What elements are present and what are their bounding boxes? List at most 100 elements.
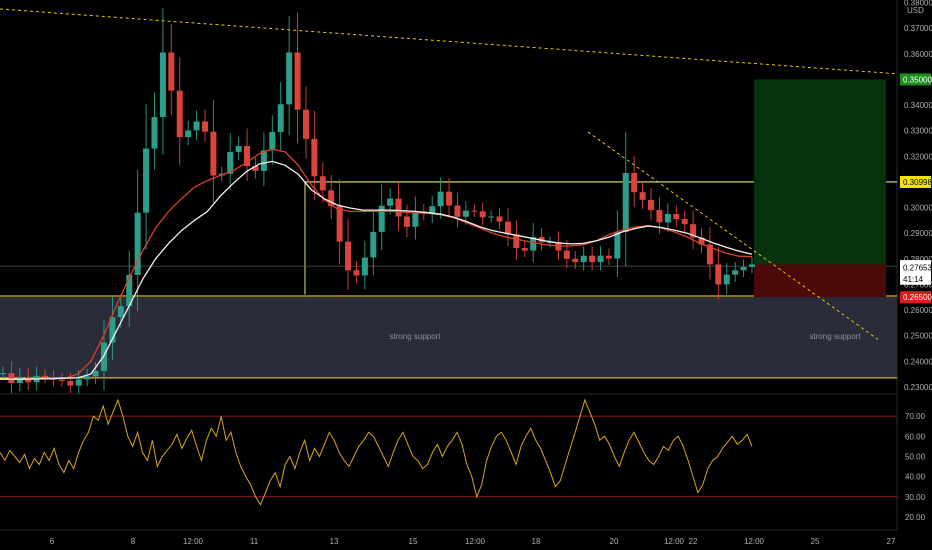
- time-tick-1: 8: [131, 537, 136, 546]
- candle-body-77: [648, 199, 655, 211]
- candle-body-69: [580, 255, 587, 263]
- candle-body-40: [336, 206, 343, 242]
- price-tag-3[interactable]: [900, 261, 931, 274]
- candle-body-43: [361, 257, 368, 276]
- ema-white-line: [0, 160, 753, 380]
- candle-body-41: [345, 241, 352, 271]
- time-tick-11: 12:00: [744, 537, 765, 546]
- time-axis[interactable]: 6 8 12:00 11 13 15 12:00 18 20 12:00 22 12:00 25 27: [50, 537, 896, 546]
- candle-body-29: [244, 146, 251, 167]
- time-tick-10: 22: [689, 537, 698, 546]
- candle-body-28: [235, 146, 242, 152]
- currency-label: USD: [907, 6, 924, 15]
- support-zone-label-2: strong support: [809, 332, 861, 341]
- grid-layer: [0, 0, 898, 531]
- price-axis[interactable]: 0.38000 0.37000 0.36000 0.35000 0.34000 0.330…: [900, 0, 932, 522]
- candle-body-19: [159, 52, 166, 118]
- price-tick-1: 0.37000: [904, 24, 932, 33]
- candle-body-81: [681, 219, 688, 225]
- time-tick-13: 27: [887, 537, 896, 546]
- price-tick-4: 0.34000: [904, 101, 932, 110]
- candle-body-79: [664, 213, 671, 223]
- candle-body-11: [92, 370, 99, 377]
- osc-tick-2: 50.00: [905, 452, 926, 461]
- candle-body-39: [328, 190, 335, 207]
- candle-body-88: [740, 266, 747, 271]
- candle-body-21: [176, 90, 183, 138]
- ma-lines-layer: [0, 148, 753, 380]
- candle-body-8: [67, 380, 74, 386]
- price-tag-4[interactable]: [900, 272, 931, 285]
- ema-red-line: [0, 148, 753, 380]
- osc-tick-0: 70.00: [905, 412, 926, 421]
- candle-body-65: [547, 242, 554, 244]
- oscillator-line: [0, 398, 753, 506]
- long-downtrend-line: [0, 8, 898, 75]
- candle-body-72: [605, 255, 612, 259]
- time-tick-3: 11: [250, 537, 259, 546]
- candle-body-42: [353, 270, 360, 276]
- time-tick-8: 20: [610, 537, 619, 546]
- candle-body-48: [403, 216, 410, 227]
- price-tick-12: 0.26000: [904, 306, 932, 315]
- osc-tick-3: 40.00: [905, 473, 926, 482]
- price-tag-label-0: 0.35000: [903, 75, 932, 84]
- candle-body-34: [286, 52, 293, 105]
- time-tick-2: 12:00: [183, 537, 204, 546]
- candle-body-68: [572, 258, 579, 263]
- time-tick-6: 12:00: [465, 537, 486, 546]
- candle-body-30: [252, 166, 259, 171]
- candle-body-2: [16, 376, 23, 384]
- candle-body-15: [126, 274, 133, 307]
- candle-body-57: [479, 211, 486, 218]
- price-tag-5[interactable]: [900, 291, 931, 304]
- price-tag-label-1: 0.30998: [903, 178, 932, 187]
- candle-body-17: [143, 148, 150, 213]
- price-tag-label-3: 0.27653: [903, 264, 932, 273]
- candle-body-0: [0, 373, 6, 375]
- price-tick-8: 0.30000: [904, 204, 932, 213]
- price-tick-6: 0.32000: [904, 152, 932, 161]
- time-tick-4: 13: [330, 537, 339, 546]
- time-tick-0: 6: [50, 537, 55, 546]
- time-tick-9: 12:00: [664, 537, 685, 546]
- candle-body-63: [530, 236, 537, 251]
- candle-body-25: [210, 131, 217, 176]
- candle-body-23: [193, 121, 200, 131]
- candle-body-27: [227, 151, 234, 174]
- candle-body-71: [597, 255, 604, 263]
- candle-body-5: [42, 375, 49, 378]
- candle-body-83: [698, 237, 705, 245]
- candle-body-82: [690, 224, 697, 238]
- candle-body-44: [370, 231, 377, 258]
- candle-body-51: [429, 206, 436, 214]
- candle-body-32: [269, 131, 276, 151]
- price-tick-15: 0.23000: [904, 383, 932, 392]
- price-tag-0[interactable]: [900, 73, 931, 86]
- candle-body-18: [151, 117, 158, 149]
- zones-layer: strong support strong support: [0, 79, 897, 379]
- candle-body-75: [631, 172, 638, 193]
- time-tick-5: 15: [409, 537, 418, 546]
- osc-tick-4: 30.00: [905, 493, 926, 502]
- price-tag-1[interactable]: [900, 175, 931, 188]
- position-loss-zone: [754, 264, 886, 298]
- time-tick-7: 18: [532, 537, 541, 546]
- candle-body-86: [723, 274, 730, 285]
- candle-body-74: [622, 172, 629, 232]
- support-zone: [0, 295, 897, 378]
- candle-body-38: [319, 176, 326, 191]
- candle-body-52: [437, 191, 444, 207]
- candle-body-80: [673, 213, 680, 220]
- candle-body-24: [201, 121, 208, 132]
- candle-body-54: [454, 205, 461, 217]
- candle-body-84: [706, 244, 713, 265]
- candle-body-89: [749, 264, 755, 267]
- candle-body-31: [260, 150, 267, 171]
- candle-body-59: [496, 216, 503, 222]
- candle-body-53: [446, 191, 453, 206]
- candle-body-49: [412, 211, 419, 227]
- osc-tick-5: 20.00: [905, 513, 926, 522]
